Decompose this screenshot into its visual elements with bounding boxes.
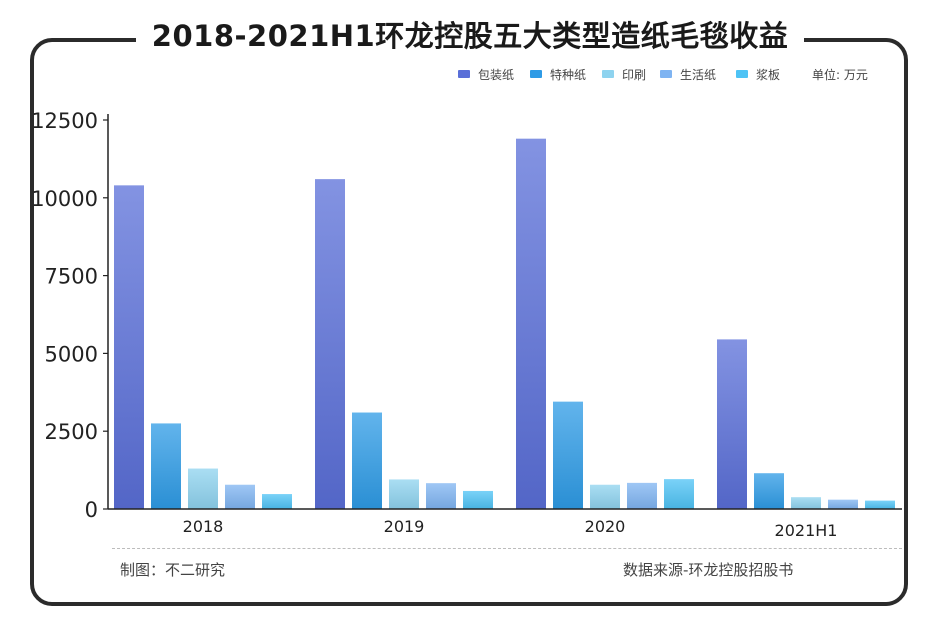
chart-credit: 制图：不二研究 bbox=[120, 561, 226, 579]
unit-label: 单位: 万元 bbox=[812, 67, 868, 82]
bar-2020-2 bbox=[590, 484, 620, 509]
y-tick-label: 7500 bbox=[45, 265, 98, 289]
x-tick-label: 2021H1 bbox=[775, 521, 838, 540]
bar-2021H1-1 bbox=[754, 473, 784, 509]
bar-2021H1-0 bbox=[717, 339, 747, 509]
bar-2020-4 bbox=[664, 479, 694, 509]
bar-2019-1 bbox=[352, 412, 382, 509]
bar-2020-1 bbox=[553, 401, 583, 509]
bar-2018-0 bbox=[114, 185, 144, 510]
legend-label-3: 生活纸 bbox=[680, 68, 716, 82]
bar-2019-3 bbox=[426, 483, 456, 509]
bar-2018-3 bbox=[225, 484, 255, 509]
legend-swatch-0 bbox=[458, 70, 470, 78]
bar-2019-4 bbox=[463, 490, 493, 509]
bar-2021H1-4 bbox=[865, 500, 895, 509]
footer-divider bbox=[112, 548, 902, 549]
x-tick-label: 2020 bbox=[585, 517, 626, 536]
bar-2018-2 bbox=[188, 468, 218, 509]
bars bbox=[114, 138, 895, 510]
legend: 包装纸 特种纸 印刷 生活纸 浆板 单位: 万元 bbox=[458, 67, 868, 82]
x-axis: 2018 2019 2020 2021H1 bbox=[108, 508, 902, 540]
bar-2019-2 bbox=[389, 479, 419, 509]
bar-2019-0 bbox=[315, 179, 345, 510]
y-tick-label: 5000 bbox=[45, 342, 98, 366]
bar-2020-0 bbox=[516, 138, 546, 509]
y-tick-label: 12500 bbox=[31, 109, 98, 133]
bar-2018-1 bbox=[151, 423, 181, 509]
legend-swatch-4 bbox=[736, 70, 748, 78]
x-tick-label: 2019 bbox=[384, 517, 425, 536]
x-tick-label: 2018 bbox=[183, 517, 224, 536]
bar-2021H1-2 bbox=[791, 497, 821, 509]
legend-label-4: 浆板 bbox=[756, 67, 780, 82]
y-tick-label: 0 bbox=[85, 498, 98, 522]
y-tick-label: 10000 bbox=[31, 187, 98, 211]
legend-swatch-2 bbox=[602, 70, 614, 78]
legend-label-0: 包装纸 bbox=[478, 68, 514, 82]
data-source: 数据来源-环龙控股招股书 bbox=[623, 561, 794, 579]
y-axis: 0 2500 5000 7500 10000 12500 bbox=[31, 109, 109, 522]
legend-swatch-3 bbox=[660, 70, 672, 78]
legend-swatch-1 bbox=[530, 70, 542, 78]
bar-2020-3 bbox=[627, 482, 657, 509]
bar-2018-4 bbox=[262, 494, 292, 509]
legend-label-2: 印刷 bbox=[622, 68, 646, 82]
legend-label-1: 特种纸 bbox=[550, 67, 586, 82]
y-tick-label: 2500 bbox=[45, 420, 98, 444]
chart-title: 2018-2021H1环龙控股五大类型造纸毛毯收益 bbox=[136, 14, 804, 58]
bar-2021H1-3 bbox=[828, 499, 858, 509]
